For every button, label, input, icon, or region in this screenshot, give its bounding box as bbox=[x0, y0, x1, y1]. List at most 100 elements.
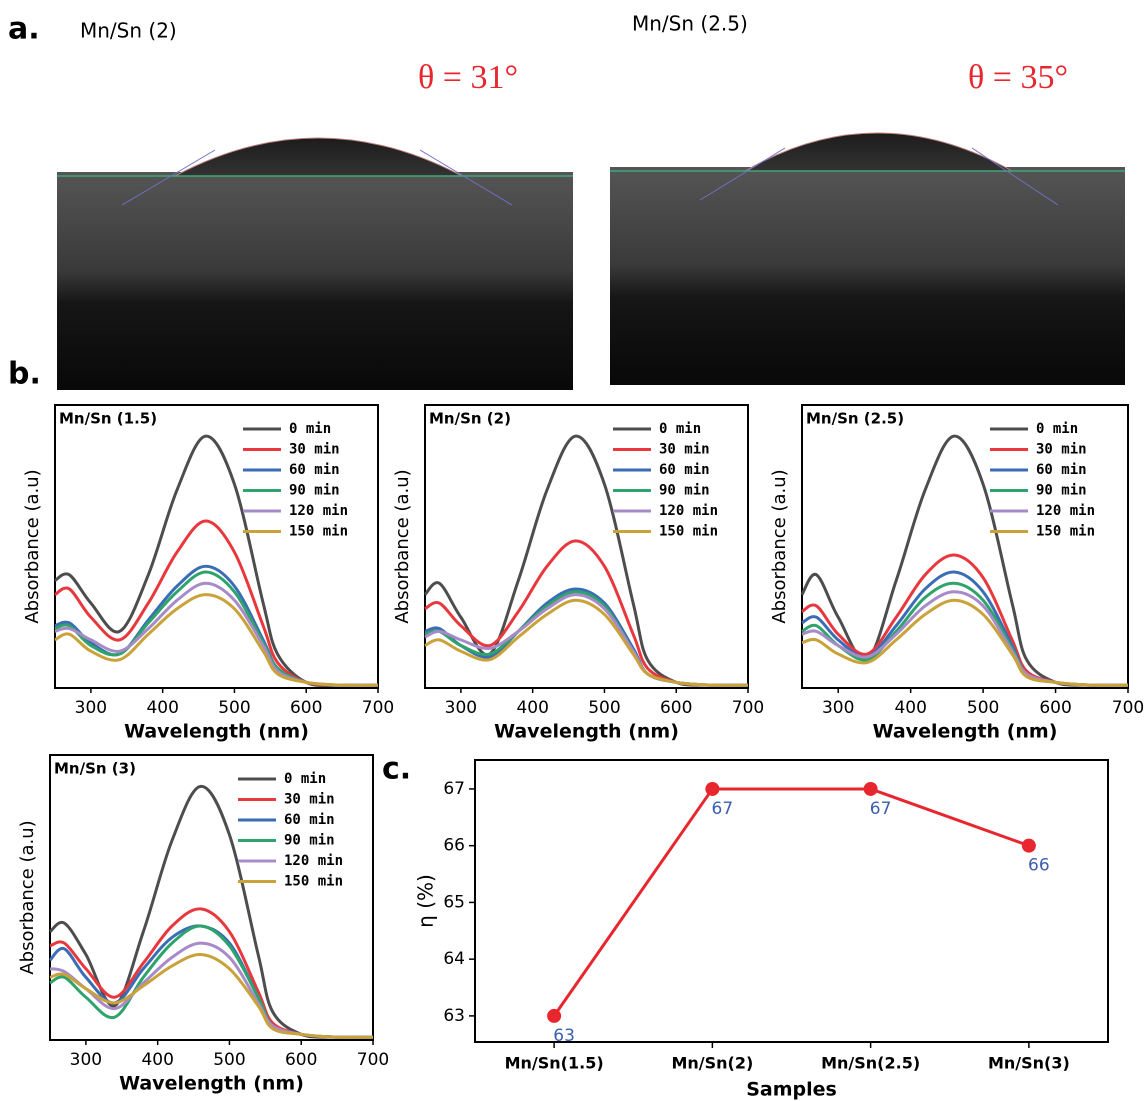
image-title: Mn/Sn (2.5) bbox=[632, 12, 748, 36]
legend-label: 90 min bbox=[659, 483, 710, 499]
legend-label: 60 min bbox=[284, 812, 335, 828]
legend-label: 0 min bbox=[1036, 421, 1078, 437]
legend-label: 30 min bbox=[1036, 442, 1087, 458]
legend-label: 120 min bbox=[289, 503, 348, 519]
y-axis-label: Absorbance (a.u) bbox=[22, 469, 43, 623]
legend-label: 60 min bbox=[1036, 462, 1087, 478]
y-axis-label: Absorbance (a.u) bbox=[769, 469, 790, 623]
legend-label: 30 min bbox=[289, 442, 340, 458]
x-tick-label: 500 bbox=[213, 1050, 245, 1070]
x-tick-label: 500 bbox=[218, 698, 250, 718]
x-tick-label: 700 bbox=[1112, 698, 1144, 718]
legend-label: 150 min bbox=[1036, 524, 1095, 540]
y-tick-label: 66 bbox=[443, 836, 465, 856]
data-point bbox=[547, 1008, 562, 1023]
plot-frame bbox=[474, 759, 1109, 1043]
contact-angle: θ = 35° bbox=[968, 59, 1068, 96]
droplet-image bbox=[57, 137, 573, 390]
legend-label: 0 min bbox=[659, 421, 701, 437]
plot-frame bbox=[424, 404, 749, 689]
legend-label: 60 min bbox=[289, 462, 340, 478]
x-axis-label: Wavelength (nm) bbox=[124, 721, 309, 743]
panel-label: a. bbox=[8, 12, 40, 47]
x-tick-label: 300 bbox=[75, 698, 107, 718]
data-label: 63 bbox=[553, 1026, 575, 1046]
chart-title: Mn/Sn (2) bbox=[429, 410, 511, 428]
x-tick-label: Mn/Sn(1.5) bbox=[505, 1054, 604, 1073]
x-axis-label: Wavelength (nm) bbox=[494, 721, 679, 743]
panel-label: b. bbox=[8, 357, 41, 392]
spectrum-line bbox=[424, 598, 749, 687]
legend-label: 0 min bbox=[289, 421, 331, 437]
data-label: 67 bbox=[870, 799, 892, 819]
legend-label: 150 min bbox=[659, 524, 718, 540]
data-label: 67 bbox=[712, 799, 734, 819]
x-tick-label: 700 bbox=[362, 698, 394, 718]
y-tick-label: 63 bbox=[443, 1006, 465, 1026]
y-tick-label: 67 bbox=[443, 779, 465, 799]
legend-label: 30 min bbox=[659, 442, 710, 458]
x-tick-label: 600 bbox=[660, 698, 692, 718]
x-tick-label: 600 bbox=[285, 1050, 317, 1070]
x-axis-label: Wavelength (nm) bbox=[873, 721, 1058, 743]
x-tick-label: 600 bbox=[1039, 698, 1071, 718]
legend-label: 90 min bbox=[284, 833, 335, 849]
spectrum-line bbox=[54, 581, 379, 687]
legend-label: 60 min bbox=[659, 462, 710, 478]
legend-label: 90 min bbox=[1036, 483, 1087, 499]
x-tick-label: Mn/Sn(2.5) bbox=[821, 1054, 920, 1073]
legend-label: 90 min bbox=[289, 483, 340, 499]
legend-label: 120 min bbox=[659, 503, 718, 519]
x-tick-label: 400 bbox=[146, 698, 178, 718]
x-tick-label: 700 bbox=[732, 698, 764, 718]
chart-title: Mn/Sn (2.5) bbox=[806, 410, 904, 428]
contact-angle: θ = 31° bbox=[418, 59, 518, 96]
spectrum-line bbox=[49, 952, 374, 1039]
plot-frame bbox=[49, 754, 374, 1041]
data-point bbox=[1021, 838, 1036, 853]
x-tick-label: 500 bbox=[588, 698, 620, 718]
spectrum-line bbox=[801, 598, 1129, 687]
x-tick-label: 500 bbox=[967, 698, 999, 718]
legend-label: 30 min bbox=[284, 792, 335, 808]
data-point bbox=[863, 781, 878, 796]
spectrum-line bbox=[54, 570, 379, 687]
x-tick-label: 600 bbox=[290, 698, 322, 718]
plot-frame bbox=[801, 404, 1129, 689]
panel-label: c. bbox=[382, 752, 411, 787]
y-axis-label: Absorbance (a.u) bbox=[17, 820, 38, 974]
legend-label: 0 min bbox=[284, 771, 326, 787]
spectrum-line bbox=[424, 539, 749, 687]
spectrum-line bbox=[801, 590, 1129, 687]
y-axis-label: η (%) bbox=[414, 874, 438, 928]
x-axis-label: Samples bbox=[746, 1079, 837, 1101]
x-tick-label: 300 bbox=[70, 1050, 102, 1070]
image-title: Mn/Sn (2) bbox=[80, 19, 177, 43]
chart-title: Mn/Sn (1.5) bbox=[59, 410, 157, 428]
x-tick-label: 300 bbox=[445, 698, 477, 718]
legend-label: 120 min bbox=[284, 853, 343, 869]
x-axis-label: Wavelength (nm) bbox=[119, 1073, 304, 1095]
legend-label: 120 min bbox=[1036, 503, 1095, 519]
spectrum-line bbox=[54, 519, 379, 687]
efficiency-line bbox=[552, 787, 1030, 1017]
spectrum-line bbox=[54, 564, 379, 687]
chart-title: Mn/Sn (3) bbox=[54, 760, 136, 778]
spectrum-line bbox=[801, 570, 1129, 687]
spectrum-line bbox=[54, 593, 379, 687]
y-tick-label: 64 bbox=[443, 949, 465, 969]
plot-frame bbox=[54, 404, 379, 689]
data-label: 66 bbox=[1028, 856, 1050, 876]
x-tick-label: 400 bbox=[894, 698, 926, 718]
spectrum-line bbox=[801, 581, 1129, 687]
data-point bbox=[705, 781, 720, 796]
x-tick-label: 700 bbox=[357, 1050, 389, 1070]
x-tick-label: Mn/Sn(2) bbox=[671, 1054, 753, 1073]
legend-label: 150 min bbox=[284, 874, 343, 890]
droplet-image bbox=[610, 132, 1125, 385]
x-tick-label: 300 bbox=[822, 698, 854, 718]
y-tick-label: 65 bbox=[443, 892, 465, 912]
legend-label: 150 min bbox=[289, 524, 348, 540]
